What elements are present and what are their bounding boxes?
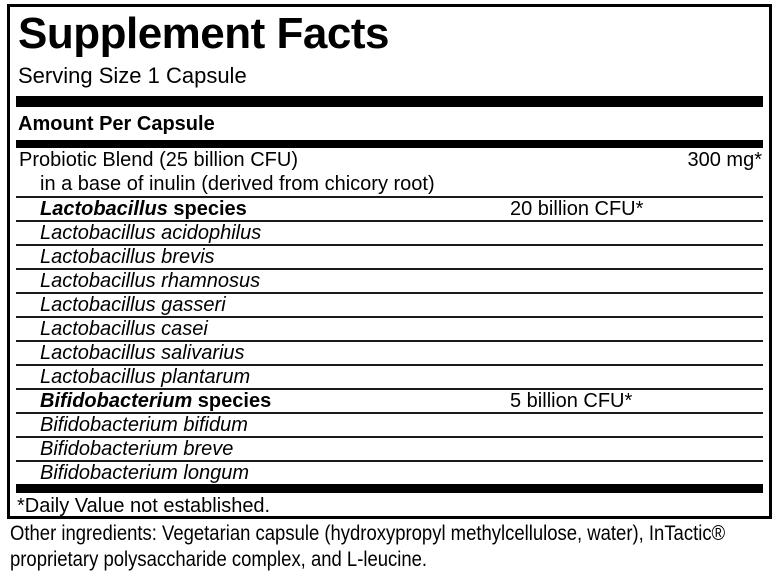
ingredient-name: Lactobacillus casei <box>40 317 208 340</box>
table-row-l-plantarum: Lactobacillus plantarum <box>16 364 763 388</box>
ingredient-amount: 20 billion CFU* <box>510 197 644 220</box>
ingredient-name: Probiotic Blend (25 billion CFU) <box>19 148 299 171</box>
ingredient-name: Lactobacillus rhamnosus <box>40 269 261 292</box>
thick-divider-header <box>16 140 763 148</box>
table-row-l-acidophilus: Lactobacillus acidophilus <box>16 220 763 244</box>
table-row-b-longum: Bifidobacterium longum <box>16 460 763 484</box>
other-ingredients-line-2: proprietary polysaccharide complex, and … <box>10 548 428 571</box>
table-row-probiotic-blend: Probiotic Blend (25 billion CFU) 300 mg* <box>16 148 763 172</box>
ingredient-name: Lactobacillus plantarum <box>40 365 251 388</box>
table-row-l-rhamnosus: Lactobacillus rhamnosus <box>16 268 763 292</box>
ingredient-name: Bifidobacterium breve <box>40 437 234 460</box>
ingredient-name: Bifidobacterium species <box>40 389 272 412</box>
thick-divider-bottom <box>16 484 763 493</box>
table-row-lactobacillus-species: Lactobacillus species 20 billion CFU* <box>16 196 763 220</box>
ingredient-name: Lactobacillus acidophilus <box>40 221 262 244</box>
daily-value-footnote: *Daily Value not established. <box>17 495 271 517</box>
other-ingredients-text: Other ingredients: Vegetarian capsule (h… <box>10 521 725 573</box>
panel-title: Supplement Facts <box>18 9 389 58</box>
ingredient-name: Lactobacillus salivarius <box>40 341 245 364</box>
table-row-l-brevis: Lactobacillus brevis <box>16 244 763 268</box>
table-row-b-bifidum: Bifidobacterium bifidum <box>16 412 763 436</box>
table-row-b-breve: Bifidobacterium breve <box>16 436 763 460</box>
ingredient-table: Probiotic Blend (25 billion CFU) 300 mg*… <box>16 148 763 484</box>
ingredient-name: Bifidobacterium bifidum <box>40 413 248 436</box>
ingredient-amount: 5 billion CFU* <box>510 389 633 412</box>
ingredient-name: Lactobacillus gasseri <box>40 293 226 316</box>
amount-per-capsule-header: Amount Per Capsule <box>18 113 215 135</box>
serving-size: Serving Size 1 Capsule <box>18 63 247 88</box>
supplement-facts-panel: Supplement Facts Serving Size 1 Capsule … <box>7 4 772 519</box>
ingredient-name: Lactobacillus brevis <box>40 245 215 268</box>
table-row-bifidobacterium-species: Bifidobacterium species 5 billion CFU* <box>16 388 763 412</box>
thick-divider-top <box>16 96 763 107</box>
table-row-l-casei: Lactobacillus casei <box>16 316 763 340</box>
ingredient-name: Lactobacillus species <box>40 197 247 220</box>
ingredient-name: in a base of inulin (derived from chicor… <box>40 172 435 195</box>
other-ingredients-line-1: Other ingredients: Vegetarian capsule (h… <box>10 522 726 545</box>
table-row-l-salivarius: Lactobacillus salivarius <box>16 340 763 364</box>
ingredient-amount: 300 mg* <box>687 148 763 171</box>
table-row-inulin-base: in a base of inulin (derived from chicor… <box>16 172 763 196</box>
table-row-l-gasseri: Lactobacillus gasseri <box>16 292 763 316</box>
ingredient-name: Bifidobacterium longum <box>40 461 249 484</box>
